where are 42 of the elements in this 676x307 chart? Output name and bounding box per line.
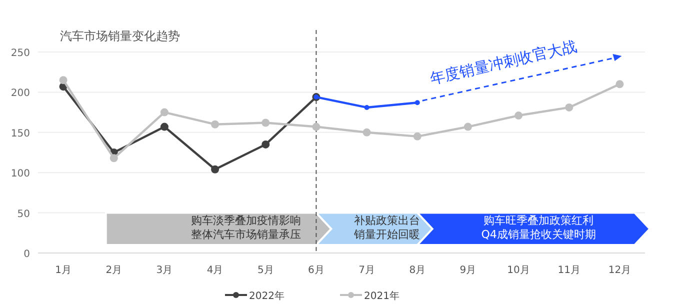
x-tick-label: 4月 [206,265,224,276]
point [414,100,420,106]
point [364,104,370,110]
x-tick-label: 5月 [257,265,274,276]
x-tick-label: 3月 [156,265,173,276]
point [312,122,320,131]
y-tick-label: 100 [10,168,30,180]
band-label: 购车旺季叠加政策红利Q4成销量抢收关键时期 [481,214,596,241]
point [160,122,168,131]
point [160,108,168,116]
x-tick-label: 9月 [460,265,476,276]
point [464,122,472,131]
y-tick-label: 0 [24,249,30,260]
x-tick-label: 2月 [106,265,122,276]
x-tick-label: 6月 [308,265,324,276]
chart-title: 汽车市场销量变化趋势 [60,29,180,43]
band-label: 购车淡季叠加疫情影响整体汽车市场销量承压 [191,214,302,241]
point [413,132,422,140]
point [514,112,523,120]
y-tick-label: 250 [10,48,30,59]
point [211,165,220,174]
point [211,120,220,128]
x-tick-label: 1月 [55,265,72,276]
legend-label: 2021年 [364,290,400,302]
point [262,140,270,148]
point [362,128,371,136]
x-tick-label: 10月 [507,265,530,276]
y-tick-label: 150 [10,128,30,140]
y-tick-label: 200 [10,88,30,100]
point [616,80,624,88]
point [110,154,118,162]
band-label: 补贴政策出台销量开始回暖 [352,214,420,241]
x-tick-label: 11月 [558,265,580,276]
y-tick-label: 50 [17,208,30,220]
legend-label: 2022年 [249,290,284,302]
annotation: 年度销量冲刺收官大战 [428,37,579,88]
point [262,118,270,127]
x-tick-label: 8月 [409,265,426,276]
x-tick-label: 12月 [608,265,632,276]
x-tick-label: 7月 [358,265,375,276]
point [565,103,574,112]
point [59,76,68,84]
